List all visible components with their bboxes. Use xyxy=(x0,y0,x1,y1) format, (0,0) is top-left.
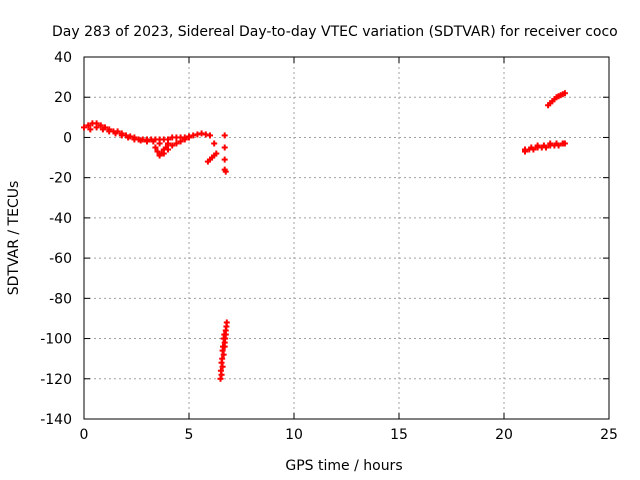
x-axis-label: GPS time / hours xyxy=(285,458,402,474)
y-tick-label: -20 xyxy=(49,171,72,187)
data-point xyxy=(219,355,226,362)
data-point xyxy=(207,132,213,139)
data-point xyxy=(217,375,224,382)
y-tick-label: 40 xyxy=(54,50,72,66)
data-point xyxy=(219,363,226,370)
x-tick-label: 20 xyxy=(495,427,513,443)
y-tick-label: -100 xyxy=(40,332,72,348)
x-tick-label: 25 xyxy=(600,427,618,443)
data-point xyxy=(156,140,163,147)
data-point xyxy=(202,131,209,138)
y-tick-label: -120 xyxy=(40,372,72,388)
x-tick-label: 0 xyxy=(80,427,89,443)
data-point xyxy=(221,144,228,151)
data-point xyxy=(547,140,554,147)
data-point xyxy=(125,134,132,141)
chart-title: Day 283 of 2023, Sidereal Day-to-day VTE… xyxy=(52,24,618,40)
data-point xyxy=(213,150,220,157)
axis-ticks xyxy=(83,56,610,420)
data-point xyxy=(220,351,227,358)
data-point xyxy=(221,156,228,163)
data-point xyxy=(165,140,171,147)
data-point xyxy=(177,138,184,145)
data-point xyxy=(97,122,104,129)
x-tick-label: 15 xyxy=(390,427,408,443)
y-tick-label: 0 xyxy=(63,130,72,146)
y-tick-label: -60 xyxy=(49,251,72,267)
data-point xyxy=(190,132,197,139)
data-point xyxy=(181,136,188,143)
grid-lines xyxy=(84,57,609,419)
y-tick-label: -80 xyxy=(49,291,72,307)
data-point xyxy=(218,371,225,378)
data-point xyxy=(118,132,125,139)
data-point xyxy=(131,136,138,143)
data-points xyxy=(81,90,568,382)
x-tick-label: 5 xyxy=(185,427,194,443)
data-point xyxy=(221,343,228,350)
data-point xyxy=(522,146,528,153)
data-point xyxy=(222,331,229,338)
y-tick-label: -140 xyxy=(40,412,72,428)
data-point xyxy=(137,137,144,144)
data-point xyxy=(194,131,201,138)
y-axis-label: SDTVAR / TECUs xyxy=(6,181,22,296)
data-point xyxy=(144,138,150,145)
tick-labels: 0 5 10 15 20 25 40 20 0 -20 -40 -60 -80 -100 -120 -140 xyxy=(40,50,618,443)
data-point xyxy=(154,148,161,155)
data-point xyxy=(211,140,218,147)
data-point xyxy=(528,144,535,151)
y-tick-label: 20 xyxy=(54,90,72,106)
data-point xyxy=(559,140,566,147)
data-point xyxy=(150,138,157,145)
data-point xyxy=(553,140,560,147)
data-point xyxy=(186,134,192,141)
data-point xyxy=(81,124,87,131)
data-point xyxy=(198,130,205,137)
data-point xyxy=(93,124,100,131)
data-point xyxy=(152,144,159,151)
data-point xyxy=(169,142,176,149)
data-point xyxy=(162,144,169,151)
y-tick-label: -40 xyxy=(49,211,72,227)
data-point xyxy=(99,126,106,133)
data-point xyxy=(540,142,547,149)
data-point xyxy=(534,142,541,149)
data-point xyxy=(112,130,119,137)
data-point xyxy=(173,140,180,147)
data-point xyxy=(106,128,113,135)
data-point xyxy=(561,90,568,97)
data-point xyxy=(223,319,230,326)
data-point xyxy=(85,122,92,129)
data-point xyxy=(87,126,94,133)
data-point xyxy=(221,132,228,139)
x-tick-label: 10 xyxy=(285,427,303,443)
data-point xyxy=(158,150,165,157)
plot-frame xyxy=(83,56,610,420)
data-point xyxy=(222,168,229,175)
